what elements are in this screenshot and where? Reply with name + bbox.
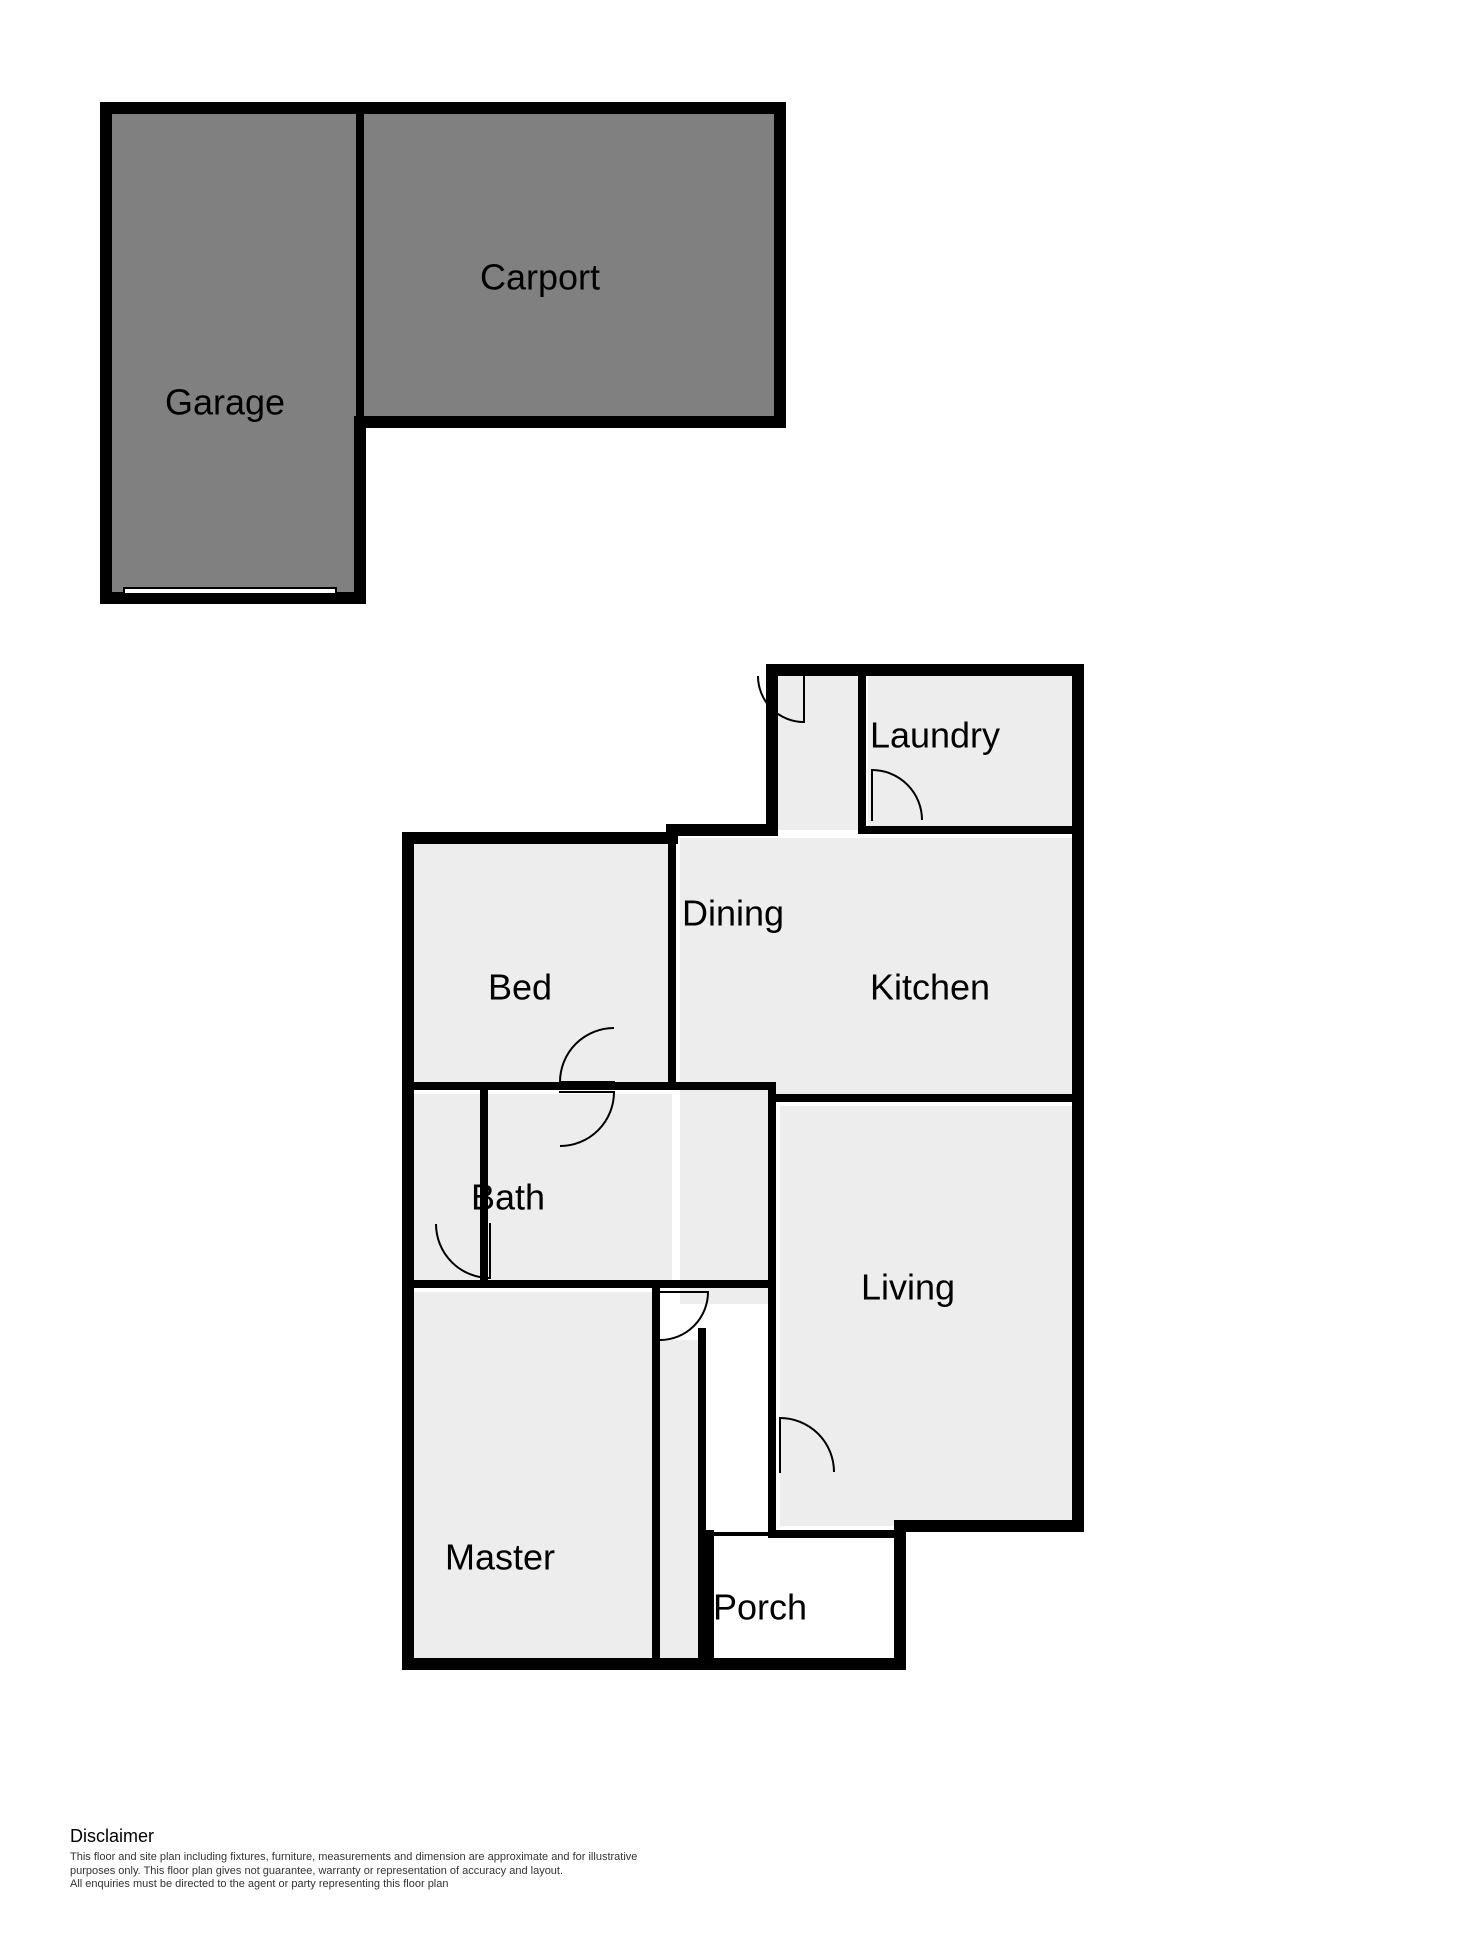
svg-text:Dining: Dining bbox=[682, 893, 784, 934]
floorplan-svg: Garage Carport Laundry Dining Kitchen Bed Bath… bbox=[0, 0, 1472, 1947]
svg-text:Laundry: Laundry bbox=[870, 715, 1000, 756]
svg-text:Master: Master bbox=[445, 1537, 555, 1578]
svg-text:Living: Living bbox=[861, 1267, 955, 1308]
disclaimer-block: Disclaimer This floor and site plan incl… bbox=[70, 1826, 970, 1892]
svg-text:Carport: Carport bbox=[480, 257, 600, 298]
svg-text:Garage: Garage bbox=[165, 382, 285, 423]
svg-text:Kitchen: Kitchen bbox=[870, 967, 990, 1008]
disclaimer-title: Disclaimer bbox=[70, 1826, 970, 1847]
svg-text:Bed: Bed bbox=[488, 967, 552, 1008]
disclaimer-line2: purposes only. This floor plan gives not… bbox=[70, 1865, 970, 1879]
floorplan-page: Garage Carport Laundry Dining Kitchen Bed Bath… bbox=[0, 0, 1472, 1947]
svg-text:Porch: Porch bbox=[713, 1587, 807, 1628]
disclaimer-line3: All enquiries must be directed to the ag… bbox=[70, 1878, 970, 1892]
disclaimer-line1: This floor and site plan including fixtu… bbox=[70, 1851, 970, 1865]
svg-text:Bath: Bath bbox=[471, 1177, 545, 1218]
